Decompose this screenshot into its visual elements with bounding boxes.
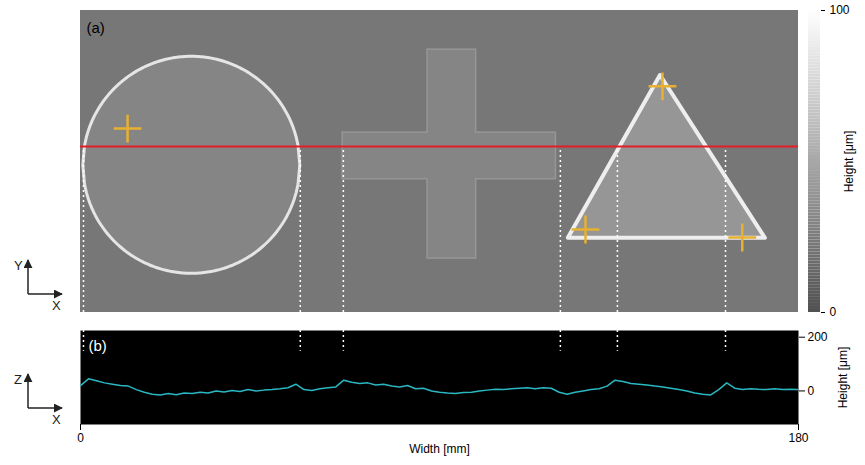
svg-text:200: 200 (808, 330, 828, 344)
svg-text:Height [μm]: Height [μm] (842, 131, 856, 193)
svg-text:0: 0 (77, 431, 84, 445)
svg-text:X: X (52, 298, 61, 313)
svg-text:Y: Y (14, 258, 23, 273)
svg-text:0: 0 (808, 384, 815, 398)
svg-text:100: 100 (830, 3, 850, 17)
svg-text:X: X (52, 412, 61, 427)
svg-text:180: 180 (788, 431, 808, 445)
svg-text:(a): (a) (87, 19, 105, 36)
svg-text:Z: Z (14, 372, 22, 387)
svg-text:Height [μm]: Height [μm] (836, 347, 850, 409)
svg-text:(b): (b) (89, 337, 107, 354)
svg-text:0: 0 (830, 305, 837, 319)
svg-text:Width [mm]: Width [mm] (409, 442, 470, 456)
